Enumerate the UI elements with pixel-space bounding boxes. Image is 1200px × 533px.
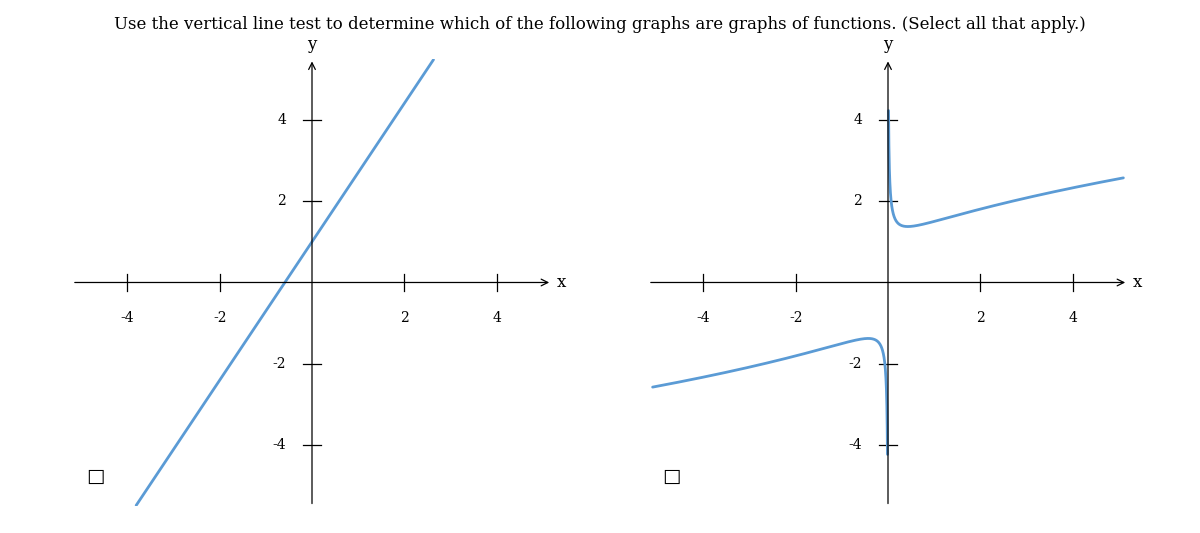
- Text: x: x: [557, 274, 566, 291]
- Text: 4: 4: [1068, 311, 1078, 325]
- Text: Use the vertical line test to determine which of the following graphs are graphs: Use the vertical line test to determine …: [114, 16, 1086, 33]
- Text: -4: -4: [848, 438, 862, 453]
- Text: -4: -4: [272, 438, 286, 453]
- Text: -2: -2: [212, 311, 227, 325]
- Text: y: y: [883, 36, 893, 53]
- Text: 4: 4: [853, 112, 862, 127]
- Text: -2: -2: [272, 357, 286, 371]
- Text: x: x: [1133, 274, 1142, 291]
- Text: 2: 2: [277, 194, 286, 208]
- Text: -4: -4: [696, 311, 710, 325]
- Text: -2: -2: [848, 357, 862, 371]
- Text: □: □: [662, 468, 680, 486]
- Text: 2: 2: [976, 311, 985, 325]
- Text: 2: 2: [400, 311, 409, 325]
- Text: -2: -2: [788, 311, 803, 325]
- Text: -4: -4: [120, 311, 134, 325]
- Text: □: □: [86, 468, 104, 486]
- Text: 4: 4: [277, 112, 286, 127]
- Text: 4: 4: [492, 311, 502, 325]
- Text: y: y: [307, 36, 317, 53]
- Text: 2: 2: [853, 194, 862, 208]
